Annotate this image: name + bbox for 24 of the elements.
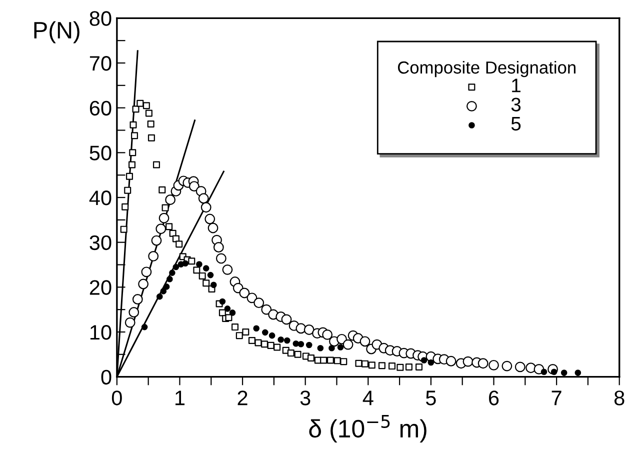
y-tick-label: 60 xyxy=(90,100,112,116)
y-tick-label: 0 xyxy=(101,370,112,385)
x-tick-label: 7 xyxy=(552,390,562,406)
y-tick-label: 30 xyxy=(90,235,112,250)
x-tick-label: 8 xyxy=(614,390,624,406)
x-tick-label: 2 xyxy=(238,390,248,406)
x-tick-label: 3 xyxy=(300,390,310,406)
y-tick-label: 40 xyxy=(89,190,112,206)
y-axis-title: P(N) xyxy=(34,21,80,44)
x-tick-label: 1 xyxy=(176,390,184,406)
x-tick-label: 0 xyxy=(112,390,122,406)
legend-label: 1 xyxy=(512,78,520,92)
legend-label: 5 xyxy=(511,117,521,131)
x-axis-title: δ (10$^{−5}$ m) xyxy=(309,414,426,442)
y-tick-label: 70 xyxy=(90,56,112,71)
legend-label: 3 xyxy=(511,98,521,112)
x-tick-label: 4 xyxy=(362,390,374,406)
y-tick-label: 20 xyxy=(90,280,112,295)
x-tick-label: 6 xyxy=(489,390,499,406)
y-tick-label: 50 xyxy=(90,146,112,160)
y-tick-label: 10 xyxy=(90,324,112,340)
legend-title: Composite Designation xyxy=(398,60,576,78)
y-tick-label: 80 xyxy=(90,11,112,26)
x-tick-label: 5 xyxy=(426,390,436,406)
